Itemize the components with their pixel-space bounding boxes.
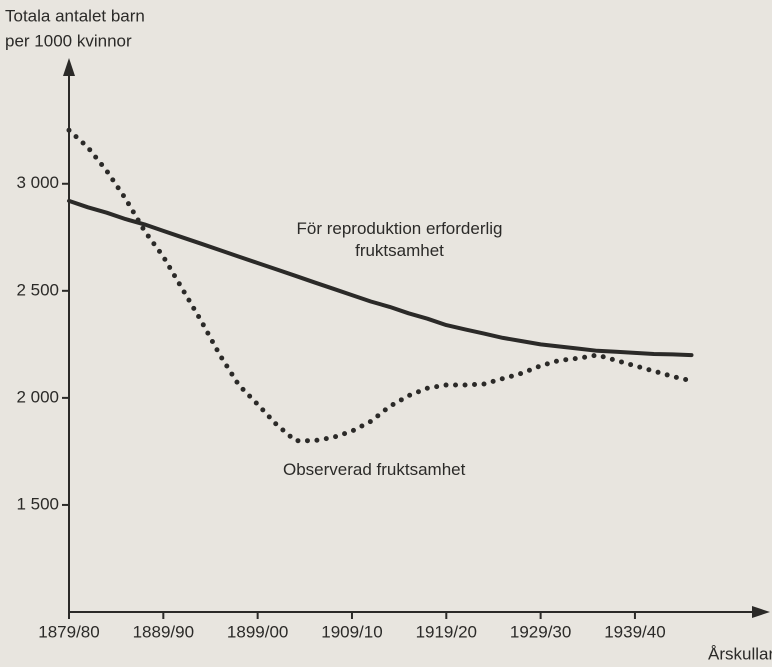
x-tick-label: 1879/80 (38, 622, 99, 641)
series-line (66, 127, 694, 444)
series-line (67, 198, 694, 358)
y-axis-label: Totala antalet barn (5, 6, 145, 25)
x-tick-label: 1929/30 (510, 622, 571, 641)
x-tick-label: 1939/40 (604, 622, 665, 641)
y-tick-label: 2 000 (16, 387, 59, 406)
y-tick-label: 2 500 (16, 280, 59, 299)
series-label: Observerad fruktsamhet (283, 460, 466, 479)
x-tick-label: 1889/90 (133, 622, 194, 641)
x-axis-label: Årskullar (708, 644, 772, 663)
x-axis-arrow (752, 606, 770, 618)
y-tick-label: 1 500 (16, 494, 59, 513)
x-tick-label: 1919/20 (416, 622, 477, 641)
series-label: För reproduktion erforderlig fruktsamhet (296, 219, 503, 260)
x-tick-label: 1899/00 (227, 622, 288, 641)
y-tick-label: 3 000 (16, 173, 59, 192)
y-axis-label: per 1000 kvinnor (5, 31, 132, 50)
x-tick-label: 1909/10 (321, 622, 382, 641)
y-axis-arrow (63, 58, 75, 76)
